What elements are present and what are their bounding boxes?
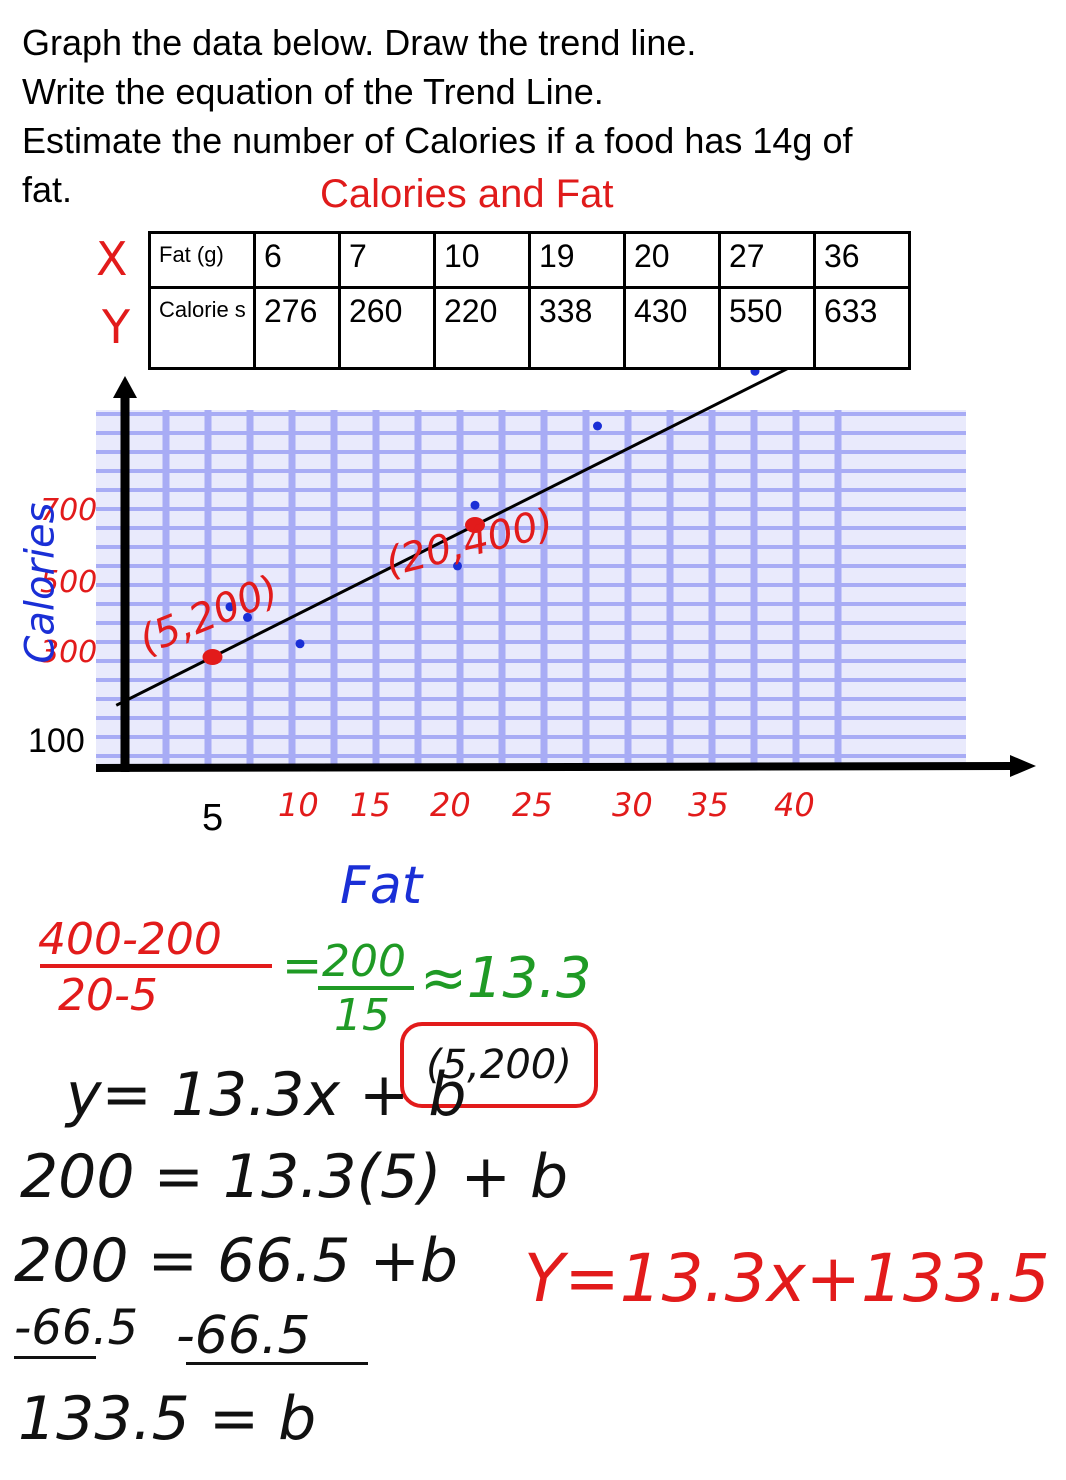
simplified-numerator: 200 <box>322 936 406 987</box>
calories-cell: 276 <box>253 286 341 370</box>
trend-line-group <box>115 370 789 707</box>
y-axis-title: Calories <box>17 502 64 664</box>
data-table: Fat (g) 6 7 10 19 20 27 36 Calorie s 276… <box>148 231 911 370</box>
equals-sign: = <box>282 938 323 994</box>
instruction-line-3: Estimate the number of Calories if a foo… <box>22 120 853 161</box>
y-tick-label: 300 <box>40 635 97 670</box>
chosen-point <box>202 649 223 665</box>
calories-cell: 338 <box>528 286 626 370</box>
data-point <box>243 612 252 622</box>
fat-cell: 10 <box>433 231 531 289</box>
trend-line <box>115 370 789 707</box>
slope-denominator: 20-5 <box>58 970 158 1021</box>
x-tick-label: 35 <box>688 786 729 824</box>
slope-approx: ≈13.3 <box>420 946 592 1011</box>
x-axis <box>95 762 1013 772</box>
fat-cell: 36 <box>813 231 911 289</box>
scatter-plot: 700 500 300 100 5 10 15 20 25 30 35 40 <box>28 370 1036 839</box>
table-row-fat: Fat (g) 6 7 10 19 20 27 36 <box>148 231 911 289</box>
fat-cell: 7 <box>338 231 436 289</box>
x-tick-label: 25 <box>512 786 553 824</box>
data-point <box>295 639 305 649</box>
x-tick-label: 30 <box>612 786 653 824</box>
instruction-line-4: fat. <box>22 169 73 210</box>
data-point <box>453 561 462 571</box>
data-point <box>593 421 602 431</box>
instructions: Graph the data below. Draw the trend lin… <box>22 18 1022 214</box>
fat-cell: 6 <box>253 231 341 289</box>
y-tick-label: 500 <box>40 565 97 600</box>
calories-cell: 633 <box>813 286 911 370</box>
chosen-points <box>202 517 485 665</box>
table-title: Calories and Fat <box>320 172 614 216</box>
step-3: 200 = 66.5 +b <box>14 1226 458 1296</box>
x-axis-title: Fat <box>340 856 423 916</box>
x-tick-label: 20 <box>430 786 471 824</box>
simplified-denominator: 15 <box>334 990 390 1041</box>
underline <box>14 1356 96 1359</box>
instruction-line-1: Graph the data below. Draw the trend lin… <box>22 22 697 63</box>
grid <box>96 410 966 765</box>
chosen-point <box>465 517 485 533</box>
x-tick-label: 10 <box>278 786 319 824</box>
calories-cell: 220 <box>433 286 531 370</box>
data-point <box>750 370 760 376</box>
tick-labels: 700 500 300 100 5 10 15 20 25 30 35 40 <box>28 493 815 839</box>
y-tick-label: 100 <box>28 722 85 760</box>
x-tick-label: 40 <box>774 786 815 824</box>
underline <box>186 1362 368 1365</box>
point-box: (5,200) <box>400 1022 598 1108</box>
fat-cell: 20 <box>623 231 721 289</box>
y-tick-label: 700 <box>40 493 97 528</box>
data-point <box>225 602 235 612</box>
fat-cell: 27 <box>718 231 816 289</box>
data-point <box>470 500 480 510</box>
step-4-left: -66.5 <box>14 1300 139 1356</box>
table-row-calories: Calorie s 276 260 220 338 430 550 633 <box>148 286 911 370</box>
fraction-bar <box>318 986 414 990</box>
x-tick-label: 5 <box>202 797 223 839</box>
calories-cell: 430 <box>623 286 721 370</box>
x-letter: X <box>96 232 128 286</box>
y-letter: Y <box>102 300 131 354</box>
step-1: y= 13.3x + b <box>66 1060 467 1130</box>
calories-cell: 260 <box>338 286 436 370</box>
x-axis-arrow <box>1010 755 1036 777</box>
row-label-calories: Calorie s <box>148 286 256 370</box>
slope-numerator: 400-200 <box>38 914 222 965</box>
calories-cell: 550 <box>718 286 816 370</box>
step-2: 200 = 13.3(5) + b <box>20 1142 569 1212</box>
step-5: 133.5 = b <box>18 1384 317 1454</box>
axes <box>95 376 1036 777</box>
x-tick-label: 15 <box>350 786 391 824</box>
fraction-bar <box>40 964 272 968</box>
final-equation: Y=13.3x+133.5 <box>524 1240 1050 1317</box>
step-4-right: -66.5 <box>176 1306 311 1366</box>
data-points <box>225 370 760 649</box>
fat-cell: 19 <box>528 231 626 289</box>
instruction-line-2: Write the equation of the Trend Line. <box>22 71 604 112</box>
y-axis-arrow <box>113 376 137 398</box>
row-label-fat: Fat (g) <box>148 231 256 289</box>
